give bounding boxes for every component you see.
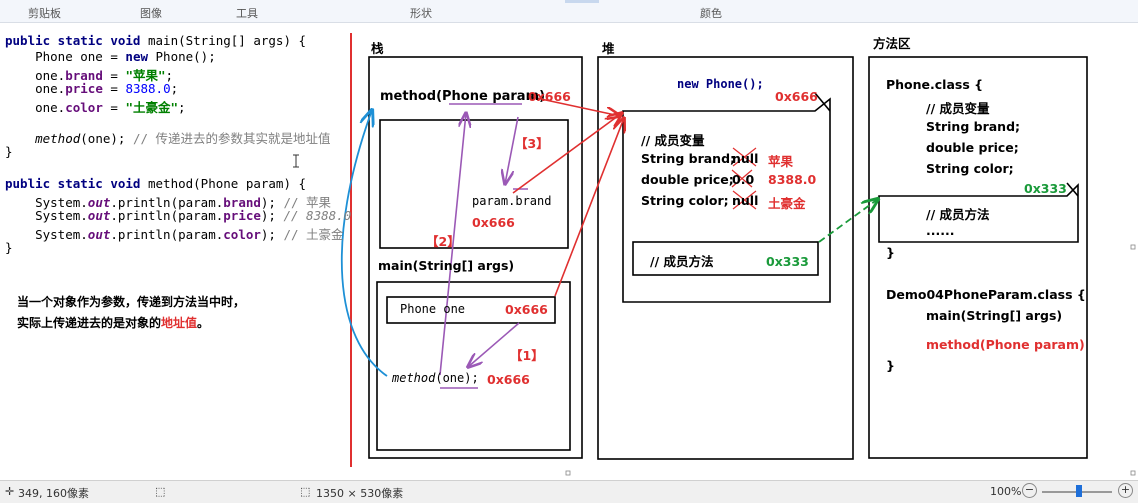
heap-field-3-old: null [732,193,759,208]
heap-member-methods: // 成员方法 [650,254,714,269]
phone-one-label: Phone one [400,302,466,316]
stack-box [368,56,583,459]
cursor-coords: 349, 160像素 [18,487,89,500]
ribbon-bar: 剪贴板 图像 工具 形状 颜色 [0,0,1138,23]
code-line-11: System.out.println(param.color); // 土豪金 [5,227,344,242]
blue-call-arrow [340,110,388,377]
heap-methods-addr: 0x333 [766,254,809,269]
phone-one-addr: 0x666 [505,302,548,317]
code-line-6: method(one); // 传递进去的参数其实就是地址值 [35,131,331,146]
heap-field-1-new: 苹果 [768,154,794,169]
code-line-8: public static void method(Phone param) { [5,176,307,191]
label-2: 【2】 [426,234,460,249]
ribbon-selection-indicator [565,0,599,3]
zoom-in-button[interactable]: + [1118,483,1133,498]
method-call-addr: 0x666 [487,372,530,387]
heap-field-1: String brand; [641,151,736,166]
ma-method-param: method(Phone param) [926,337,1085,352]
phone-class-label: Phone.class { [886,77,984,92]
image-size: 1350 × 530像素 [316,487,404,500]
code-line-1: public static void main(String[] args) { [5,33,307,48]
image-size-icon: ⬚ [300,485,311,498]
crosshair-icon: ✛ [5,485,15,498]
code-line-4: one.price = 8388.0; [5,81,179,96]
ma-field-1: String brand; [926,119,1021,134]
phone-object-box [622,97,831,303]
method-frame-addr: 0x666 [528,89,571,104]
zoom-slider-thumb[interactable] [1076,485,1082,497]
heap-box [597,56,854,460]
heap-object-addr: 0x666 [775,89,818,104]
red-arrow-method [526,95,620,116]
method-area-box [868,56,1088,459]
heap-field-2-old: 0.0 [732,172,755,187]
heap-member-vars: // 成员变量 [641,133,705,148]
ribbon-shapes[interactable]: 形状 [410,7,432,20]
status-bar: ✛ 349, 160像素 ⬚ ⬚ 1350 × 530像素 100% − + [0,480,1138,503]
ma-methods-addr: 0x333 [1024,181,1067,196]
ribbon-tools[interactable]: 工具 [236,7,258,20]
ma-close-1: } [886,245,895,260]
new-phone-label: new Phone(); [677,77,764,91]
ribbon-image[interactable]: 图像 [140,7,162,20]
label-3: 【3】 [515,136,549,151]
heap-field-2-new: 8388.0 [768,172,817,187]
ma-member-methods: // 成员方法 [926,207,990,222]
phone-methods-box [878,183,1079,243]
selection-icon: ⬚ [155,485,166,498]
ribbon-clipboard[interactable]: 剪贴板 [28,7,61,20]
code-line-12: } [5,240,13,255]
zoom-level: 100% [990,485,1022,498]
zoom-out-button[interactable]: − [1022,483,1037,498]
ma-close-2: } [886,358,895,373]
code-line-3: one.brand = "苹果"; [5,68,174,83]
heap-field-2: double price; [641,172,734,187]
ma-field-3: String color; [926,161,1014,176]
red-arrow-param [512,113,622,194]
stack-title: 栈 [371,41,384,56]
heap-title: 堆 [602,41,615,56]
phone-one-box [386,296,556,324]
main-frame-label: main(String[] args) [378,258,515,273]
method-area-title: 方法区 [873,36,911,51]
demo-class-label: Demo04PhoneParam.class { [886,287,1086,302]
purple-arrow-3 [505,116,519,184]
ribbon-colors[interactable]: 颜色 [700,7,722,20]
method-frame-label: method(Phone param) [380,89,546,104]
purple-arrow-1 [468,322,520,367]
ma-field-2: double price; [926,140,1019,155]
heap-field-3-new: 土豪金 [768,196,806,211]
ma-main-method: main(String[] args) [926,308,1063,323]
code-line-5: one.color = "土豪金"; [5,100,186,115]
method-call-label: method(one); [392,371,479,385]
code-line-2: Phone one = new Phone(); [5,49,216,64]
member-methods-box [632,241,819,276]
main-frame-box [376,281,571,451]
code-line-10: System.out.println(param.price); // 8388… [5,208,352,223]
param-brand-label: param.brand [472,194,552,208]
method-frame-box [379,119,569,249]
heap-field-3: String color; [641,193,729,208]
code-line-7: } [5,144,13,159]
heap-field-1-old: null [732,151,759,166]
note-line-2: 实际上传递进去的是对象的地址值。 [17,316,210,330]
green-arrow-methods [818,199,878,243]
purple-arrow-2 [439,113,466,376]
ma-member-vars: // 成员变量 [926,101,990,116]
red-arrow-main [554,118,624,297]
param-brand-addr: 0x666 [472,215,515,230]
code-line-9: System.out.println(param.brand); // 苹果 [5,195,332,210]
label-1: 【1】 [510,348,544,363]
ma-dots: ...... [926,223,955,238]
note-line-1: 当一个对象作为参数，传递到方法当中时， [17,295,246,309]
